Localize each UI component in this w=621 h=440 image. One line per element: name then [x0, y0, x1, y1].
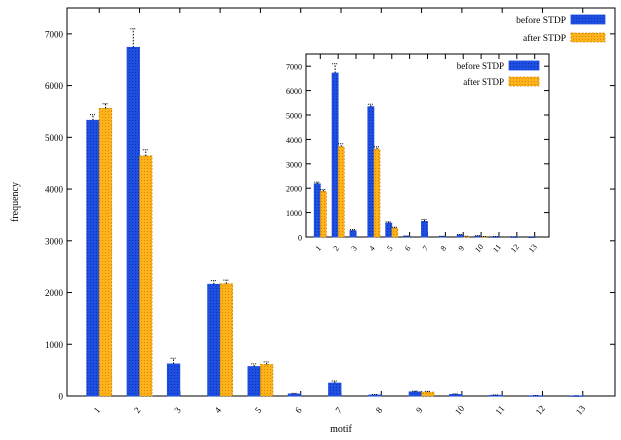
inset-x-tick-label: 5: [385, 244, 394, 253]
inset-legend-label: before STDP: [457, 61, 504, 71]
main-x-tick-label: 5: [253, 405, 264, 415]
inset-plot-background: [306, 54, 549, 237]
inset-x-tick-label: 11: [491, 243, 503, 255]
inset-y-tick-label: 5000: [286, 112, 302, 121]
inset-legend-swatch: [508, 76, 540, 87]
main-y-tick-label: 4000: [45, 185, 64, 195]
inset-bar-after: [337, 146, 345, 238]
main-x-tick-label: 13: [574, 403, 588, 417]
main-y-tick-label: 1000: [45, 340, 64, 350]
inset-bar-after: [373, 148, 381, 238]
main-x-tick-label: 9: [414, 405, 425, 415]
inset-x-tick-label: 7: [421, 244, 430, 253]
inset-x-tick-label: 12: [509, 242, 521, 254]
main-bar-before: [569, 395, 584, 397]
main-bar-before: [86, 119, 100, 397]
inset-x-tick-label: 9: [457, 244, 466, 253]
main-bar-before: [166, 363, 181, 397]
main-bar-before: [287, 393, 302, 397]
main-y-tick-label: 7000: [45, 29, 64, 39]
main-legend-swatch: [570, 14, 606, 25]
main-x-axis-label: motif: [330, 424, 352, 435]
inset-bar-before: [421, 220, 428, 238]
inset-y-tick-label: 7000: [286, 63, 302, 72]
inset-bar-before: [456, 234, 464, 238]
inset-x-tick-label: 8: [439, 244, 448, 253]
main-x-tick-label: 3: [172, 405, 183, 415]
inset-y-tick-label: 3000: [286, 160, 302, 169]
main-x-tick-label: 10: [453, 403, 467, 417]
main-bar-before: [207, 283, 221, 397]
main-bar-after: [139, 155, 153, 397]
main-y-axis-label: frequency: [10, 182, 21, 222]
inset-legend-swatch: [508, 60, 540, 71]
inset-bar-before: [367, 106, 375, 238]
inset-bar-before: [385, 222, 393, 238]
main-x-tick-label: 1: [92, 405, 103, 415]
main-y-tick-label: 2000: [45, 288, 64, 298]
main-x-tick-label: 11: [493, 404, 506, 417]
main-legend-swatch: [570, 32, 606, 43]
main-bar-before: [489, 394, 503, 397]
main-bar-after: [260, 364, 274, 397]
main-y-tick-label: 3000: [45, 236, 64, 246]
main-y-tick-label: 0: [59, 392, 64, 402]
inset-bar-after: [462, 236, 470, 238]
inset-y-tick-label: 4000: [286, 136, 302, 145]
main-bar-before: [368, 394, 382, 397]
inset-y-tick-label: 1000: [286, 209, 302, 218]
inset-bar-after: [319, 190, 327, 238]
inset-bar-before: [331, 72, 339, 238]
inset-x-tick-label: 4: [367, 244, 376, 253]
main-bar-before: [328, 382, 342, 397]
main-bar-before: [448, 394, 463, 397]
main-bar-after: [98, 107, 113, 397]
inset-x-tick-label: 13: [527, 242, 539, 254]
inset-x-tick-label: 10: [473, 242, 485, 254]
main-x-tick-label: 12: [533, 403, 546, 416]
main-y-tick-label: 6000: [45, 81, 64, 91]
main-legend-label: before STDP: [516, 15, 566, 26]
inset-x-tick-label: 2: [332, 244, 341, 253]
inset-x-tick-label: 1: [314, 244, 323, 253]
inset-x-tick-label: 3: [349, 244, 358, 253]
inset-bar-after: [480, 236, 488, 238]
inset-y-tick-label: 0: [298, 234, 302, 243]
main-bar-after: [219, 283, 234, 397]
main-x-tick-label: 6: [293, 405, 304, 415]
inset-y-tick-label: 6000: [286, 87, 302, 96]
inset-x-tick-label: 6: [403, 244, 412, 253]
main-bar-before: [247, 366, 261, 397]
main-y-tick-label: 5000: [45, 133, 64, 143]
inset-bar-before: [313, 183, 321, 238]
main-bar-after: [421, 391, 435, 397]
main-x-tick-label: 2: [132, 405, 143, 415]
main-x-tick-label: 4: [213, 405, 224, 415]
main-bar-before: [408, 391, 422, 397]
main-bar-before: [126, 46, 140, 397]
main-x-tick-label: 8: [374, 405, 385, 415]
inset-bar-before: [349, 230, 357, 238]
main-legend-label: after STDP: [523, 33, 566, 44]
inset-y-tick-label: 2000: [286, 185, 302, 194]
inset-legend-label: after STDP: [463, 77, 504, 87]
main-x-tick-label: 7: [333, 405, 344, 415]
inset-bar-after: [391, 227, 399, 238]
